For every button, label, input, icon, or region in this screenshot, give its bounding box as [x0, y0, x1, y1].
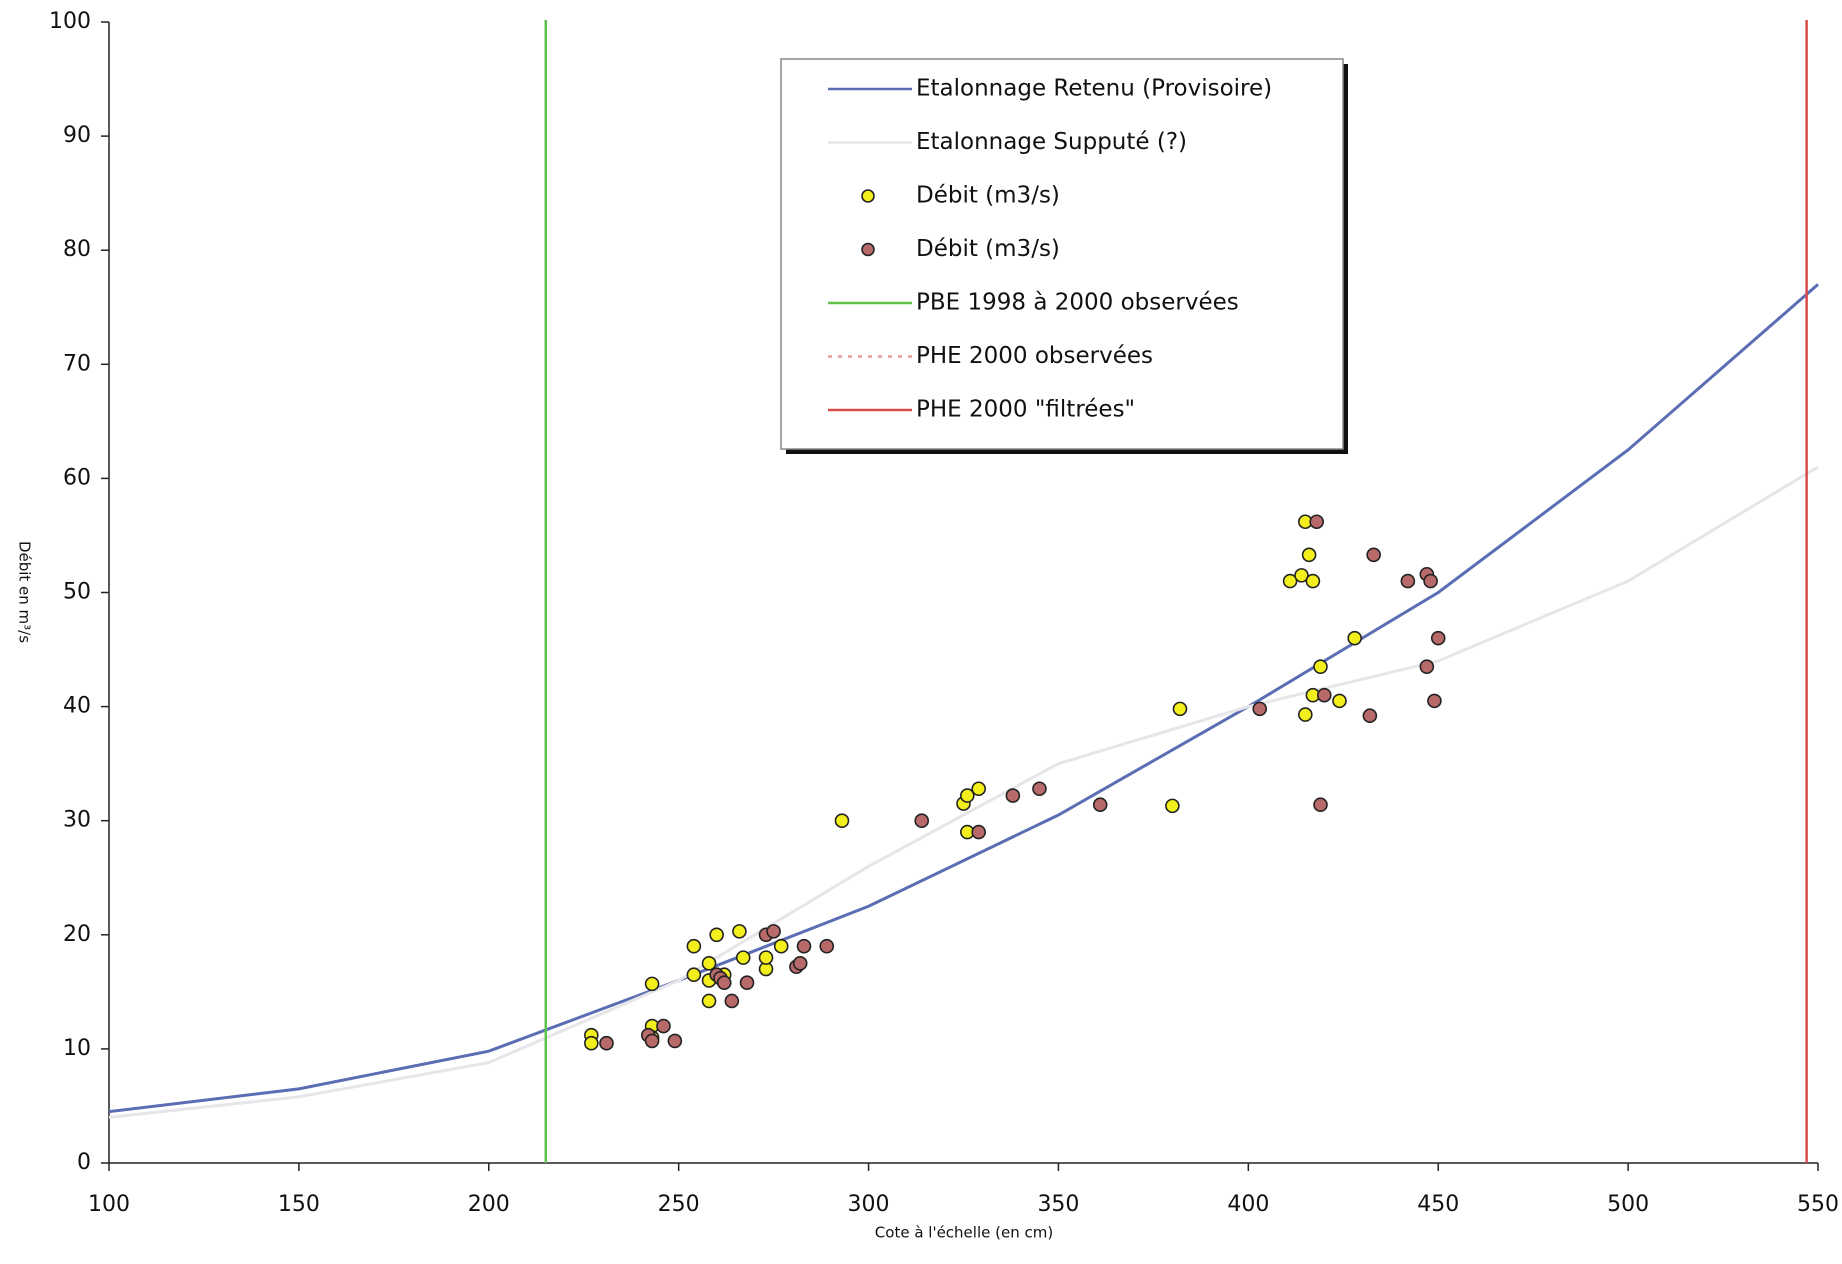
- data-point: [686, 967, 702, 983]
- data-point: [834, 813, 850, 829]
- data-point: [792, 956, 808, 971]
- y-tick-label: 30: [63, 808, 91, 833]
- data-point: [1362, 708, 1378, 724]
- y-tick-label: 80: [63, 237, 91, 262]
- x-axis-title: Cote à l'échelle (en cm): [875, 1224, 1053, 1242]
- data-point: [758, 950, 774, 965]
- y-tick-label: 0: [77, 1150, 91, 1175]
- data-point: [701, 956, 717, 971]
- rating-curve: [108, 283, 1819, 1114]
- data-point: [1366, 547, 1381, 563]
- data-point: [732, 924, 747, 939]
- data-point: [1301, 547, 1317, 563]
- data-point: [1427, 693, 1442, 709]
- legend: Etalonnage Retenu (Provisoire) Etalonnage…: [780, 58, 1348, 454]
- data-point: [1298, 707, 1313, 722]
- legend-label: Etalonnage Supputé (?): [916, 129, 1187, 155]
- data-point: [1282, 573, 1298, 589]
- data-point: [656, 1018, 671, 1034]
- x-tick-label: 350: [1037, 1192, 1079, 1217]
- data-point: [1092, 797, 1108, 813]
- x-tick-label: 250: [658, 1192, 700, 1217]
- data-point: [1332, 693, 1347, 709]
- data-point: [819, 938, 835, 954]
- data-point: [971, 824, 986, 840]
- y-tick-label: 20: [63, 922, 91, 947]
- data-point: [773, 938, 789, 954]
- data-point: [1423, 573, 1438, 589]
- data-point: [716, 975, 732, 991]
- legend-marker: [861, 242, 875, 257]
- data-point: [971, 781, 986, 797]
- data-point: [1430, 630, 1446, 646]
- data-point: [1252, 701, 1268, 717]
- legend-label: Etalonnage Retenu (Provisoire): [916, 76, 1272, 102]
- y-tick-label: 90: [63, 123, 91, 148]
- legend-label: PHE 2000 "filtrées": [916, 397, 1135, 423]
- data-point: [1032, 781, 1047, 797]
- legend-box: [780, 58, 1344, 450]
- data-point: [1309, 514, 1324, 530]
- data-point: [599, 1035, 614, 1051]
- data-point: [1294, 568, 1309, 583]
- data-point: [709, 927, 724, 943]
- y-tick-label: 60: [63, 465, 91, 490]
- legend-label: Débit (m3/s): [916, 236, 1060, 262]
- x-tick-label: 550: [1797, 1192, 1839, 1217]
- data-point: [724, 993, 740, 1009]
- data-point: [1305, 573, 1321, 589]
- data-point: [1165, 798, 1180, 814]
- legend-label: PHE 2000 observées: [916, 343, 1153, 369]
- data-point: [796, 938, 812, 954]
- x-tick-label: 300: [848, 1192, 890, 1217]
- legend-marker: [861, 189, 875, 203]
- data-point: [735, 950, 751, 965]
- y-tick-label: 100: [49, 9, 91, 34]
- data-point: [1313, 659, 1328, 674]
- data-point: [914, 813, 930, 829]
- data-point: [1347, 630, 1362, 646]
- data-point: [1419, 659, 1435, 674]
- data-point: [1005, 788, 1021, 803]
- data-point: [644, 976, 660, 992]
- data-point: [1316, 687, 1332, 703]
- data-point: [701, 993, 717, 1009]
- data-point: [1400, 573, 1416, 589]
- legend-label: PBE 1998 à 2000 observées: [916, 290, 1239, 316]
- y-axis-title: Débit en m³/s: [16, 541, 34, 643]
- data-point: [644, 1033, 660, 1049]
- data-point: [1172, 701, 1188, 717]
- data-point: [766, 924, 781, 939]
- y-tick-label: 40: [63, 694, 91, 719]
- x-tick-label: 400: [1227, 1192, 1269, 1217]
- x-tick-label: 100: [88, 1192, 130, 1217]
- data-point: [1313, 797, 1328, 813]
- data-point: [584, 1035, 599, 1051]
- data-point: [686, 938, 702, 954]
- x-tick-label: 450: [1417, 1192, 1459, 1217]
- data-point: [739, 975, 755, 991]
- rating-curve: [108, 465, 1819, 1119]
- y-tick-label: 70: [63, 351, 91, 376]
- y-tick-label: 10: [63, 1036, 91, 1061]
- x-tick-label: 200: [468, 1192, 510, 1217]
- legend-label: Débit (m3/s): [916, 183, 1060, 209]
- data-point: [959, 788, 975, 803]
- x-tick-label: 500: [1607, 1192, 1649, 1217]
- x-tick-label: 150: [278, 1192, 320, 1217]
- data-point: [667, 1033, 683, 1049]
- y-tick-label: 50: [63, 580, 91, 605]
